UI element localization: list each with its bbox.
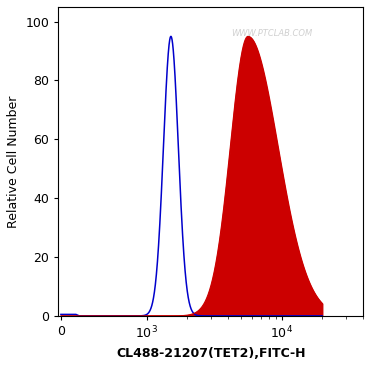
X-axis label: CL488-21207(TET2),FITC-H: CL488-21207(TET2),FITC-H	[116, 347, 306, 360]
Y-axis label: Relative Cell Number: Relative Cell Number	[7, 95, 20, 228]
Text: WWW.PTCLAB.COM: WWW.PTCLAB.COM	[231, 29, 312, 37]
